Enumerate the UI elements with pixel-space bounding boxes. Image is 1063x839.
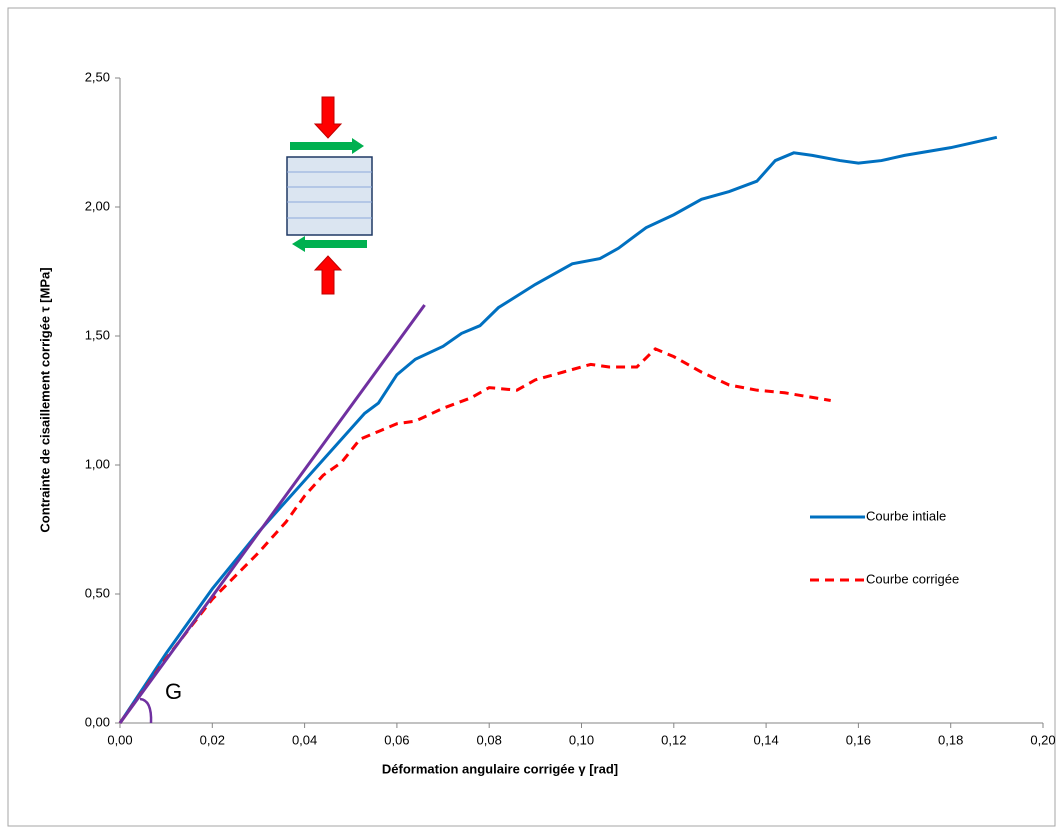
x-tick-label: 0,00 bbox=[107, 732, 132, 747]
x-tick-label: 0,16 bbox=[846, 732, 871, 747]
x-tick-label: 0,04 bbox=[292, 732, 317, 747]
series-line bbox=[118, 135, 998, 724]
y-tick-label: 0,50 bbox=[85, 585, 110, 600]
x-tick-label: 0,14 bbox=[753, 732, 778, 747]
x-tick-label: 0,10 bbox=[569, 732, 594, 747]
y-tick-label: 1,50 bbox=[85, 327, 110, 342]
y-tick-label: 2,00 bbox=[85, 198, 110, 213]
legend-label: Courbe corrigée bbox=[866, 571, 959, 586]
angle-arc bbox=[139, 697, 153, 724]
specimen-icon bbox=[286, 96, 373, 295]
y-axis-title: Contrainte de cisaillement corrigée τ [M… bbox=[37, 267, 52, 532]
x-tick-label: 0,02 bbox=[200, 732, 225, 747]
annotation: G bbox=[165, 679, 182, 704]
x-tick-label: 0,06 bbox=[384, 732, 409, 747]
x-axis-title: Déformation angulaire corrigée γ [rad] bbox=[382, 761, 618, 776]
x-tick-label: 0,12 bbox=[661, 732, 686, 747]
series-line bbox=[118, 304, 426, 724]
y-tick-label: 2,50 bbox=[85, 69, 110, 84]
chart-frame bbox=[7, 7, 1056, 827]
x-tick-label: 0,18 bbox=[938, 732, 963, 747]
legend-label: Courbe intiale bbox=[866, 508, 946, 523]
series-line bbox=[118, 347, 831, 724]
y-tick-label: 1,00 bbox=[85, 456, 110, 471]
y-tick-label: 0,00 bbox=[85, 714, 110, 729]
x-tick-label: 0,08 bbox=[477, 732, 502, 747]
x-tick-label: 0,20 bbox=[1030, 732, 1055, 747]
